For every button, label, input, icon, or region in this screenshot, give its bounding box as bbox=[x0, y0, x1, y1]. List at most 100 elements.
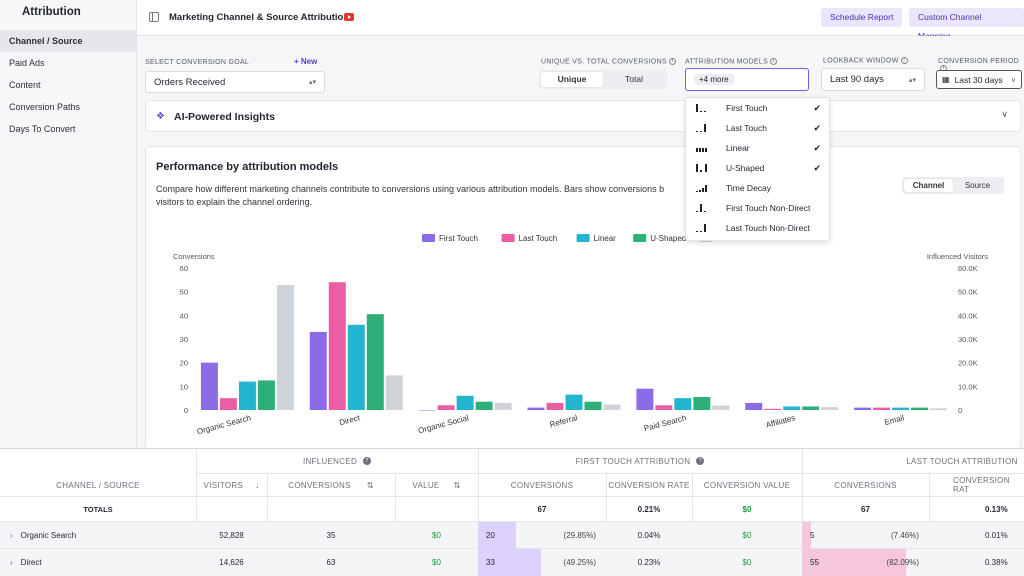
sidebar-title: Attribution bbox=[22, 6, 81, 18]
unique-option[interactable]: Unique bbox=[541, 72, 603, 87]
channel-option[interactable]: Channel bbox=[904, 179, 953, 192]
dd-first-touch[interactable]: First Touch ✔ bbox=[686, 98, 829, 118]
y-tick-label: 20 bbox=[180, 359, 188, 368]
total-option[interactable]: Total bbox=[625, 74, 643, 84]
lookback-select[interactable]: Last 90 days ▴▾ bbox=[821, 68, 925, 91]
lt-rate-header[interactable]: CONVERSION RAT bbox=[953, 476, 1010, 494]
legend-swatch bbox=[501, 234, 515, 242]
bar-in bbox=[712, 405, 730, 410]
info-icon: i bbox=[770, 58, 778, 65]
lt-share-bar bbox=[802, 522, 812, 549]
x-tick-label: Email bbox=[883, 413, 905, 427]
x-tick-label: Organic Social bbox=[417, 413, 470, 435]
y-tick-label: 40 bbox=[180, 311, 188, 320]
sidebar-toggle-icon[interactable] bbox=[149, 12, 159, 22]
bar-linear bbox=[565, 394, 583, 410]
dd-last-touch[interactable]: Last Touch ✔ bbox=[686, 118, 829, 138]
y2-tick-label: 20.0K bbox=[958, 359, 978, 368]
bar-u-shaped bbox=[693, 396, 711, 410]
dd-last-touch-non-direct[interactable]: Last Touch Non-Direct bbox=[686, 218, 829, 238]
ft-conversions-header[interactable]: CONVERSIONS bbox=[510, 480, 574, 490]
row-value: $0 bbox=[432, 531, 441, 540]
bar-in bbox=[930, 408, 948, 410]
check-icon: ✔ bbox=[813, 122, 821, 133]
ai-insights-title: AI-Powered Insights bbox=[174, 111, 275, 123]
bar-u-shaped bbox=[584, 401, 602, 410]
more-models-chip[interactable]: +4 more bbox=[694, 74, 734, 85]
first-touch-non-direct-icon bbox=[696, 204, 706, 212]
info-icon: ? bbox=[363, 457, 372, 465]
ft-value-header[interactable]: CONVERSION VALUE bbox=[703, 480, 791, 490]
lt-conversions-header[interactable]: CONVERSIONS bbox=[834, 480, 897, 490]
bar-in bbox=[821, 407, 839, 410]
dd-label: First Touch Non-Direct bbox=[726, 203, 811, 213]
sidebar-item-content[interactable]: Content bbox=[9, 80, 41, 90]
y2-tick-label: 10.0K bbox=[958, 382, 978, 391]
info-icon: i bbox=[669, 58, 676, 65]
bar-last-touch bbox=[873, 407, 891, 410]
dd-time-decay[interactable]: Time Decay bbox=[686, 178, 829, 198]
bar-linear bbox=[238, 381, 256, 410]
dd-u-shaped[interactable]: U-Shaped ✔ bbox=[686, 158, 829, 178]
totals-ft-conv: 67 bbox=[537, 504, 547, 514]
conversions-header[interactable]: CONVERSIONS ⇅ bbox=[288, 480, 374, 490]
y2-axis-title: Influenced Visitors bbox=[927, 252, 988, 261]
period-value: Last 30 days bbox=[954, 74, 1003, 85]
last-touch-non-direct-icon bbox=[696, 224, 706, 232]
value-header[interactable]: VALUE ⇅ bbox=[412, 480, 461, 490]
bar-in bbox=[385, 375, 403, 410]
schedule-report-button[interactable]: Schedule Report bbox=[821, 8, 903, 27]
lt-conv-pct: (7.46%) bbox=[890, 531, 919, 540]
chevron-down-icon[interactable]: ∨ bbox=[1001, 109, 1008, 119]
row-value: $0 bbox=[432, 558, 441, 567]
attribution-bar-chart: Conversions Influenced Visitors 0 10 20 30 40 5… bbox=[173, 234, 988, 436]
y-axis-title: Conversions bbox=[173, 252, 215, 261]
sidebar-item-paid-ads[interactable]: Paid Ads bbox=[9, 58, 45, 68]
dd-first-touch-non-direct[interactable]: First Touch Non-Direct bbox=[686, 198, 829, 218]
attribution-models-select[interactable]: +4 more bbox=[685, 68, 809, 91]
video-icon[interactable] bbox=[344, 13, 354, 21]
goal-select[interactable]: Orders Received ▴▾ bbox=[145, 71, 325, 93]
new-goal-link[interactable]: + New bbox=[294, 57, 318, 66]
sidebar-item-days-to-convert[interactable]: Days To Convert bbox=[9, 124, 76, 134]
ft-rate-header[interactable]: CONVERSION RATE bbox=[608, 480, 690, 490]
ft-share-bar bbox=[478, 522, 517, 549]
row-ft-conv-cell: 20 (29.85%) bbox=[478, 522, 606, 549]
table-row[interactable]: › Direct bbox=[0, 549, 196, 576]
totals-label: TOTALS bbox=[83, 504, 113, 514]
sidebar-item-channel-source[interactable]: Channel / Source bbox=[0, 30, 136, 52]
info-icon: i bbox=[900, 57, 908, 64]
bar-linear bbox=[456, 395, 474, 410]
table-row[interactable]: › Organic Search bbox=[0, 522, 196, 549]
unique-total-toggle[interactable]: Unique Total bbox=[539, 70, 667, 89]
ft-conv-value: 20 bbox=[486, 531, 495, 540]
dd-label: Linear bbox=[726, 143, 750, 153]
bar-u-shaped bbox=[475, 401, 493, 410]
dd-linear[interactable]: Linear ✔ bbox=[686, 138, 829, 158]
channel-source-header[interactable]: CHANNEL / SOURCE bbox=[56, 480, 140, 490]
description-part: visitors to explain the channel ordering… bbox=[156, 197, 313, 207]
sparkle-icon: ❖ bbox=[156, 111, 165, 122]
ft-conv-pct: (29.85%) bbox=[563, 531, 596, 540]
row-lt-rate: 0.38% bbox=[985, 558, 1008, 567]
bar-linear bbox=[674, 398, 692, 410]
y-tick-label: 50 bbox=[180, 288, 188, 297]
x-tick-label: Organic Search bbox=[196, 413, 252, 436]
bar-in bbox=[276, 284, 294, 410]
ai-insights-card[interactable]: ❖ AI-Powered Insights ∨ bbox=[145, 100, 1021, 132]
legend-label: Linear bbox=[594, 234, 617, 243]
lookback-value: Last 90 days bbox=[830, 74, 884, 85]
source-option[interactable]: Source bbox=[964, 181, 991, 190]
visitors-header[interactable]: VISITORS ↓ bbox=[203, 480, 260, 490]
first-touch-header: FIRST TOUCH ATTRIBUTION? bbox=[478, 449, 802, 473]
chevron-right-icon[interactable]: › bbox=[10, 531, 13, 540]
channel-source-toggle[interactable]: Channel Source bbox=[902, 177, 1004, 194]
sidebar-item-conversion-paths[interactable]: Conversion Paths bbox=[9, 102, 81, 112]
bar-linear bbox=[783, 406, 801, 410]
chevron-right-icon[interactable]: › bbox=[10, 558, 13, 567]
conversion-period-select[interactable]: ▦ Last 30 days ∨ bbox=[936, 70, 1022, 89]
bar-first-touch bbox=[200, 362, 218, 410]
bar-first-touch bbox=[636, 388, 654, 410]
totals-lt-conv: 67 bbox=[861, 504, 870, 514]
row-lt-conv-cell: 5 (7.46%) bbox=[802, 522, 929, 549]
